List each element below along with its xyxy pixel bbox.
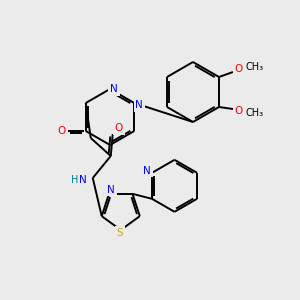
Text: O: O bbox=[235, 106, 243, 116]
Text: N: N bbox=[143, 166, 151, 176]
Text: O: O bbox=[235, 64, 243, 74]
Text: CH₃: CH₃ bbox=[246, 62, 264, 72]
Text: N: N bbox=[135, 100, 143, 110]
Text: N: N bbox=[107, 185, 115, 195]
Text: O: O bbox=[58, 126, 66, 136]
Text: N: N bbox=[110, 84, 118, 94]
Text: CH₃: CH₃ bbox=[246, 108, 264, 118]
Text: S: S bbox=[116, 228, 123, 238]
Text: O: O bbox=[115, 123, 123, 133]
Text: H: H bbox=[71, 175, 78, 185]
Text: N: N bbox=[79, 175, 87, 185]
